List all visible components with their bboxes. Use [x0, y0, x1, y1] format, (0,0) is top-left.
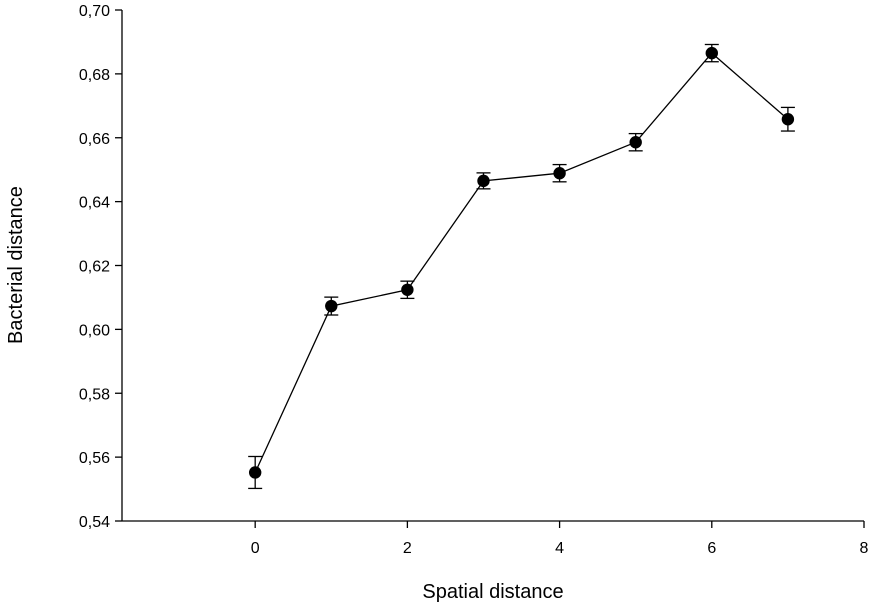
- y-tick-label: 0,56: [79, 450, 110, 467]
- y-tick-label: 0,70: [79, 3, 110, 20]
- data-point: [629, 136, 642, 149]
- data-point: [705, 46, 718, 60]
- data-point: [248, 466, 262, 479]
- data-point: [401, 283, 414, 296]
- x-tick-label: 0: [251, 540, 260, 557]
- y-axis-title: Bacterial distance: [5, 186, 27, 344]
- y-tick-label: 0,58: [79, 386, 110, 403]
- series-line: [254, 52, 789, 473]
- x-tick-label: 4: [555, 540, 564, 557]
- data-point: [553, 167, 566, 180]
- x-axis-title: Spatial distance: [422, 581, 563, 603]
- axes: 0,54 0,56 0,58 0,60 0,62 0,64 0,66 0,68 0,70 0 2 4 6…: [79, 3, 869, 557]
- x-tick-label: 2: [403, 540, 412, 557]
- data-point: [477, 174, 490, 188]
- data-point: [325, 299, 338, 313]
- x-tick-label: 6: [707, 540, 716, 557]
- x-tick-label: 8: [860, 540, 869, 557]
- y-tick-label: 0,54: [79, 514, 110, 531]
- y-tick-label: 0,68: [79, 67, 110, 84]
- y-tick-label: 0,62: [79, 259, 110, 276]
- y-tick-label: 0,60: [79, 322, 110, 339]
- series: [248, 43, 795, 490]
- y-tick-label: 0,64: [79, 195, 110, 212]
- data-point: [781, 113, 795, 126]
- y-tick-label: 0,66: [79, 131, 110, 148]
